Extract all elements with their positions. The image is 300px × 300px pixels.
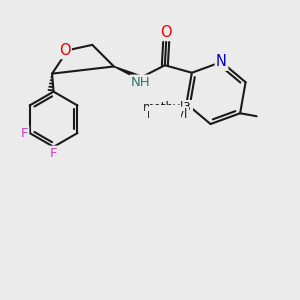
Text: methyl3: methyl3 [143,101,192,114]
Text: methyl_C3: methyl_C3 [166,114,173,116]
Text: F: F [20,127,28,140]
Text: F: F [50,147,57,160]
Text: O: O [59,43,70,58]
Polygon shape [114,67,141,80]
Text: methyl: methyl [168,115,173,116]
Text: NH: NH [130,76,150,89]
Text: O: O [160,25,172,40]
Text: methyl: methyl [174,118,179,120]
Text: methyl_C3_placeholder: methyl_C3_placeholder [157,113,173,115]
Text: methyl: methyl [146,108,188,121]
Text: N: N [216,55,227,70]
Text: methyl: methyl [146,102,187,116]
